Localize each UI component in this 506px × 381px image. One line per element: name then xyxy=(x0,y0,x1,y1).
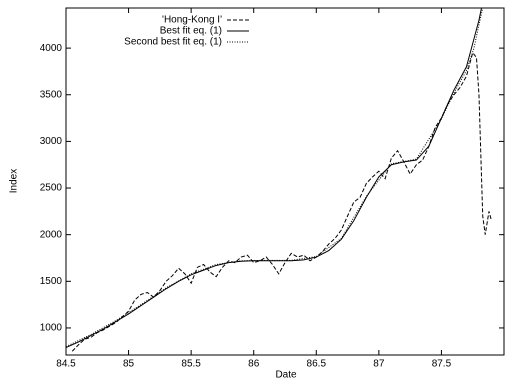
x-tick-label: 87.5 xyxy=(432,359,452,370)
x-tick-label: 87 xyxy=(373,359,385,370)
plot-area xyxy=(66,8,492,352)
y-tick-label: 3500 xyxy=(40,89,63,100)
x-tick-label: 84.5 xyxy=(56,359,76,370)
series-line xyxy=(66,8,484,348)
y-tick-label: 1500 xyxy=(40,276,63,287)
x-axis-label: Date xyxy=(275,370,297,381)
legend-label: Second best fit eq. (1) xyxy=(124,37,222,48)
y-tick-label: 2000 xyxy=(40,229,63,240)
series-line xyxy=(71,51,492,352)
y-tick-label: 2500 xyxy=(40,183,63,194)
series-line xyxy=(66,8,482,348)
legend-label: Best fit eq. (1) xyxy=(160,26,222,37)
x-tick-label: 86.5 xyxy=(307,359,327,370)
y-tick-label: 4000 xyxy=(40,43,63,54)
x-tick-label: 85 xyxy=(123,359,135,370)
plot-frame xyxy=(65,7,505,356)
y-tick-label: 1000 xyxy=(40,323,63,334)
legend-label: 'Hong-Kong I' xyxy=(162,15,222,26)
y-axis-label: Index xyxy=(9,169,20,193)
x-tick-label: 85.5 xyxy=(181,359,201,370)
x-tick-label: 86 xyxy=(248,359,260,370)
y-tick-label: 3000 xyxy=(40,136,63,147)
